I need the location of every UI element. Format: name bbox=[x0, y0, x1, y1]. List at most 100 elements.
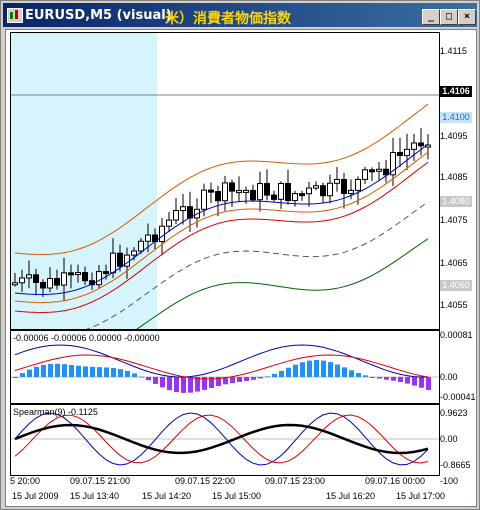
histogram-bar bbox=[265, 376, 270, 378]
osc-tick: -0.8665 bbox=[440, 460, 471, 470]
histogram-bar bbox=[405, 377, 410, 384]
histogram-bar bbox=[181, 377, 186, 393]
histogram-bar bbox=[286, 367, 291, 377]
blue-price-tag: 1.4100 bbox=[440, 112, 472, 123]
histogram-bar bbox=[314, 360, 319, 377]
histogram-bar bbox=[272, 373, 277, 377]
candle-body bbox=[75, 272, 81, 276]
histogram-bar bbox=[41, 364, 46, 377]
histogram-bar bbox=[132, 373, 137, 377]
histogram-bar bbox=[209, 377, 214, 388]
histogram-bar bbox=[160, 377, 165, 388]
oscillator-panel-1[interactable]: -0.00006 -0.00006 0.00000 -0.00000 bbox=[10, 330, 440, 404]
histogram-bar bbox=[76, 365, 81, 377]
candle-body bbox=[208, 189, 214, 193]
histogram-bar bbox=[230, 377, 235, 384]
candle-body bbox=[236, 190, 242, 194]
time-label: 15 Jul 15:00 bbox=[212, 491, 262, 501]
histogram-bar bbox=[419, 377, 424, 388]
candle-body bbox=[138, 240, 144, 252]
histogram-bar bbox=[391, 377, 396, 381]
time-label: 09.07.15 21:00 bbox=[70, 476, 131, 486]
candle-body bbox=[348, 189, 354, 194]
histogram-bar bbox=[104, 367, 109, 377]
time-label: 09.07.16 00:00 bbox=[365, 476, 426, 486]
candle-body bbox=[68, 272, 74, 276]
histogram-bar bbox=[167, 377, 172, 391]
histogram-bar bbox=[426, 377, 431, 390]
candle-body bbox=[292, 193, 298, 202]
candle-body bbox=[54, 277, 60, 286]
oscillator-panel-2[interactable]: Spearman(9) -0.1125 bbox=[10, 404, 440, 476]
osc-tick: 0.9623 bbox=[440, 408, 468, 418]
candle-body bbox=[411, 142, 417, 150]
histogram-bar bbox=[55, 363, 60, 377]
price-panel[interactable] bbox=[10, 32, 440, 330]
histogram-bar bbox=[328, 362, 333, 377]
osc-tick: 0.00 bbox=[440, 372, 458, 382]
histogram-bar bbox=[335, 364, 340, 377]
candle-body bbox=[180, 206, 186, 212]
histogram-bar bbox=[223, 377, 228, 385]
histogram-bar bbox=[412, 377, 417, 386]
histogram-bar bbox=[90, 366, 95, 377]
green-ma-line bbox=[136, 238, 429, 329]
candle-body bbox=[12, 282, 18, 286]
price-tick: 1.4065 bbox=[440, 258, 468, 268]
event-annotation: 米）消費者物価指数 bbox=[165, 11, 291, 27]
title-bar[interactable]: EURUSD,M5 (visual) 米）消費者物価指数 _ □ × bbox=[3, 3, 477, 27]
histogram-bar bbox=[370, 377, 375, 378]
histogram-bar bbox=[307, 360, 312, 377]
candle-body bbox=[166, 219, 172, 227]
spearman-line-red bbox=[14, 414, 429, 464]
price-tick: 1.4055 bbox=[440, 300, 468, 310]
histogram-bar bbox=[97, 367, 102, 377]
chart-app-icon bbox=[7, 8, 23, 23]
histogram-bar bbox=[20, 373, 25, 377]
close-button[interactable]: × bbox=[458, 9, 476, 25]
spearman-line-black bbox=[14, 423, 429, 455]
histogram-bar bbox=[188, 377, 193, 393]
highlight-region bbox=[11, 33, 157, 329]
candle-body bbox=[215, 191, 221, 202]
maximize-button[interactable]: □ bbox=[440, 9, 458, 25]
window-title: EURUSD,M5 (visual) bbox=[25, 8, 172, 23]
gray-price-tag: 1.4080 bbox=[440, 196, 472, 207]
minimize-button[interactable]: _ bbox=[422, 9, 440, 25]
candle-body bbox=[19, 277, 25, 284]
candle-body bbox=[313, 185, 319, 189]
price-tick: 1.4085 bbox=[440, 172, 468, 182]
candle-body bbox=[82, 272, 88, 282]
time-axis: 5 20:00 09.07.15 21:00 09.07.15 22:00 09… bbox=[10, 476, 445, 506]
candle-body bbox=[397, 151, 403, 157]
osc-tick: -0.00041 bbox=[440, 392, 476, 402]
histogram-bar bbox=[293, 364, 298, 377]
histogram-bar bbox=[321, 360, 326, 377]
histogram-bar bbox=[251, 377, 256, 380]
candle-body bbox=[404, 148, 410, 157]
signal-line-red bbox=[14, 354, 429, 380]
price-tick: 1.4075 bbox=[440, 215, 468, 225]
time-label: 15 Jul 14:20 bbox=[142, 491, 192, 501]
upper-band-line bbox=[14, 103, 429, 256]
candle-body bbox=[376, 168, 382, 172]
time-label: 09.07.15 23:00 bbox=[265, 476, 326, 486]
spearman-line-blue bbox=[14, 412, 429, 466]
oscillator-2-values: Spearman(9) -0.1125 bbox=[13, 407, 98, 417]
candle-body bbox=[159, 225, 165, 243]
histogram-bar bbox=[363, 375, 368, 377]
candle-body bbox=[61, 272, 67, 286]
histogram-bar bbox=[34, 366, 39, 377]
candle-body bbox=[320, 185, 326, 197]
time-label: 09.07.15 22:00 bbox=[175, 476, 236, 486]
candle-body bbox=[201, 189, 207, 210]
histogram-bar bbox=[384, 377, 389, 380]
candle-body bbox=[369, 169, 375, 173]
histogram-bar bbox=[62, 364, 67, 377]
chart-area[interactable]: 1.4115 1.4095 1.4085 1.4075 1.4065 1.405… bbox=[5, 29, 477, 507]
candle-body bbox=[285, 183, 291, 202]
candle-body bbox=[418, 142, 424, 147]
candle-body bbox=[306, 187, 312, 195]
lower-band-line bbox=[14, 151, 429, 304]
